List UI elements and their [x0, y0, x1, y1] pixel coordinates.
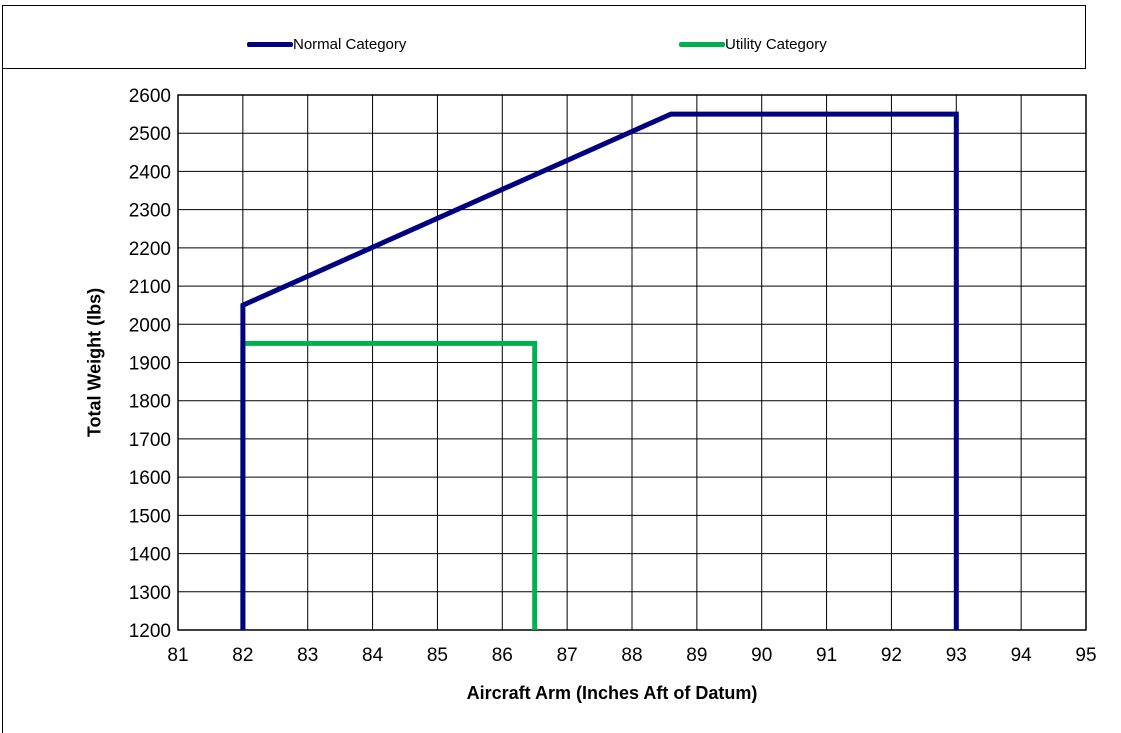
x-tick-label-89: 89: [686, 645, 707, 666]
y-tick-label-2100: 2100: [129, 277, 171, 298]
series-lines: [240, 111, 959, 630]
y-tick-label-2300: 2300: [129, 201, 171, 222]
series-line-utility-category: [240, 340, 538, 630]
x-tick-label-92: 92: [881, 645, 902, 666]
y-tick-label-1500: 1500: [129, 506, 171, 527]
x-tick-label-87: 87: [557, 645, 578, 666]
x-tick-label-86: 86: [492, 645, 513, 666]
legend-swatch-utility: [679, 41, 725, 47]
chart-legend: Normal Category Utility Category: [2, 5, 1086, 69]
x-tick-label-85: 85: [427, 645, 448, 666]
y-tick-label-1300: 1300: [129, 583, 171, 604]
y-tick-label-2200: 2200: [129, 239, 171, 260]
y-tick-label-1200: 1200: [129, 621, 171, 642]
tick-labels: 81 82 83 84 85 86 87 88 89 90 91 92 93 94 95 1200 1300 14…: [129, 86, 1097, 666]
x-tick-label-82: 82: [232, 645, 253, 666]
x-tick-label-94: 94: [1011, 645, 1033, 666]
y-tick-label-2500: 2500: [129, 124, 171, 145]
y-tick-label-1400: 1400: [129, 545, 171, 566]
legend-item-normal: Normal Category: [247, 34, 406, 54]
grid-lines: [177, 94, 1087, 631]
x-tick-label-83: 83: [297, 645, 318, 666]
legend-label-utility: Utility Category: [725, 35, 827, 53]
series-line-normal-category: [240, 111, 959, 630]
y-tick-label-2000: 2000: [129, 315, 171, 336]
y-tick-label-1700: 1700: [129, 430, 171, 451]
y-tick-label-1600: 1600: [129, 468, 171, 489]
plot-area-border: [177, 94, 1087, 631]
x-tick-label-88: 88: [621, 645, 642, 666]
x-tick-label-95: 95: [1075, 645, 1096, 666]
y-tick-label-2400: 2400: [129, 162, 171, 183]
x-tick-label-84: 84: [362, 645, 384, 666]
x-tick-label-81: 81: [167, 645, 188, 666]
x-axis-title: Aircraft Arm (Inches Aft of Datum): [467, 683, 758, 703]
x-tick-label-93: 93: [946, 645, 967, 666]
legend-label-normal: Normal Category: [293, 35, 407, 53]
legend-item-utility: Utility Category: [679, 34, 827, 54]
y-tick-label-1800: 1800: [129, 392, 171, 413]
y-tick-label-2600: 2600: [129, 86, 171, 107]
y-axis-title: Total Weight (lbs): [84, 288, 104, 437]
x-tick-label-91: 91: [816, 645, 837, 666]
y-tick-label-1900: 1900: [129, 354, 171, 375]
chart-frame-left-border: [2, 69, 3, 733]
x-tick-label-90: 90: [751, 645, 772, 666]
legend-swatch-normal: [247, 41, 293, 47]
